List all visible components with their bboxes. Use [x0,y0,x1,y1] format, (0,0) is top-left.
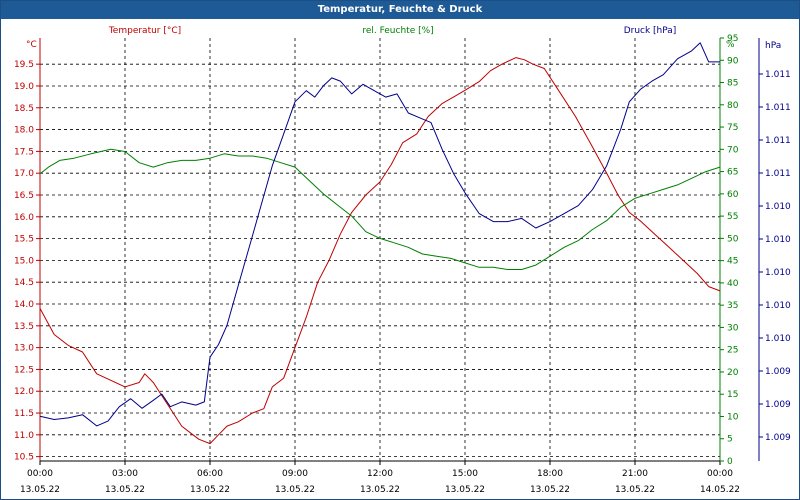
hum-tick-label: 30 [727,323,739,333]
press-tick-label: 1.011 [765,103,791,113]
temp-tick-label: 14.5 [14,278,34,288]
temp-tick-label: 10.5 [14,453,34,463]
x-tick-label-time: 00:00 [27,469,53,479]
x-tick-label-time: 15:00 [452,469,478,479]
temp-tick-label: 11.0 [14,431,34,441]
x-tick-label-date: 13.05.22 [445,485,485,495]
hum-tick-label: 25 [727,346,738,356]
hum-tick-label: 95 [727,34,738,44]
temp-tick-label: 15.5 [14,235,34,245]
hum-tick-label: 5 [727,435,733,445]
press-tick-label: 1.009 [765,433,791,443]
temp-tick-label: 11.5 [14,409,34,419]
x-tick-label-time: 21:00 [622,469,648,479]
x-tick-label-date: 13.05.22 [190,485,230,495]
temperature-series-line [39,57,721,445]
x-tick-label-time: 03:00 [112,469,138,479]
press-tick-label: 1.011 [765,169,791,179]
temp-tick-label: 14.0 [14,300,34,310]
hum-tick-label: 15 [727,390,738,400]
hum-tick-label: 45 [727,257,738,267]
hum-tick-label: 65 [727,168,738,178]
temp-tick-label: 13.5 [14,322,34,332]
humidity-series-line [39,148,721,270]
temp-unit-label: °C [26,40,37,50]
press-unit-label: hPa [765,41,781,51]
temp-tick-label: 16.5 [14,191,34,201]
temp-tick-label: 12.0 [14,387,34,397]
hum-tick-label: 55 [727,212,738,222]
hum-tick-label: 35 [727,301,738,311]
x-tick-label-date: 13.05.22 [275,485,315,495]
press-tick-label: 1.010 [765,235,791,245]
hum-tick-label: 90 [727,56,739,66]
x-tick-label-date: 13.05.22 [360,485,400,495]
axis-labels: 00:00 13.05.22 03:00 13.05.22 06:00 13.05.22 0… [14,26,791,495]
hum-tick-label: 40 [727,279,739,289]
hum-tick-label: 0 [727,457,733,467]
pressure-series-line [39,42,720,427]
hum-tick-label: 80 [727,101,739,111]
press-tick-label: 1.011 [765,70,791,80]
temp-tick-label: 19.5 [14,60,34,70]
hum-tick-label: 70 [727,145,739,155]
temp-axis-title: Temperatur [°C] [108,26,181,36]
x-tick-label-date: 14.05.22 [700,485,740,495]
series-lines [39,42,721,445]
temp-tick-label: 18.5 [14,104,34,114]
x-tick-label-time: 09:00 [282,469,308,479]
press-tick-label: 1.009 [765,400,791,410]
press-axis-title: Druck [hPa] [624,26,677,36]
x-tick-label-date: 13.05.22 [530,485,570,495]
x-tick-label-time: 00:00 [707,469,733,479]
temp-tick-label: 12.5 [14,365,34,375]
hum-tick-label: 10 [727,412,739,422]
temp-tick-label: 19.0 [14,82,34,92]
x-tick-label-time: 12:00 [367,469,393,479]
hum-tick-label: 50 [727,234,739,244]
press-tick-label: 1.010 [765,334,791,344]
hum-axis-title: rel. Feuchte [%] [362,26,433,36]
temp-tick-label: 18.0 [14,126,34,136]
press-tick-label: 1.011 [765,136,791,146]
temp-tick-label: 13.0 [14,344,34,354]
hum-unit-label: % [726,40,735,50]
temp-tick-label: 17.0 [14,169,34,179]
x-tick-label-time: 06:00 [197,469,223,479]
x-tick-label-date: 13.05.22 [105,485,145,495]
hum-tick-label: 75 [727,123,738,133]
x-tick-label-date: 13.05.22 [20,485,60,495]
x-tick-label-date: 13.05.22 [615,485,655,495]
press-tick-label: 1.009 [765,367,791,377]
grid-lines [40,38,720,461]
temp-tick-label: 15.0 [14,256,34,266]
temp-tick-label: 17.5 [14,147,34,157]
temp-tick-label: 16.0 [14,213,34,223]
hum-tick-label: 85 [727,79,738,89]
axes [36,37,763,465]
press-tick-label: 1.010 [765,202,791,212]
hum-tick-label: 60 [727,190,739,200]
x-tick-label-time: 18:00 [537,469,563,479]
press-tick-label: 1.010 [765,301,791,311]
press-tick-label: 1.010 [765,268,791,278]
hum-tick-label: 20 [727,368,739,378]
chart-title: Temperatur, Feuchte & Druck [1,1,799,19]
